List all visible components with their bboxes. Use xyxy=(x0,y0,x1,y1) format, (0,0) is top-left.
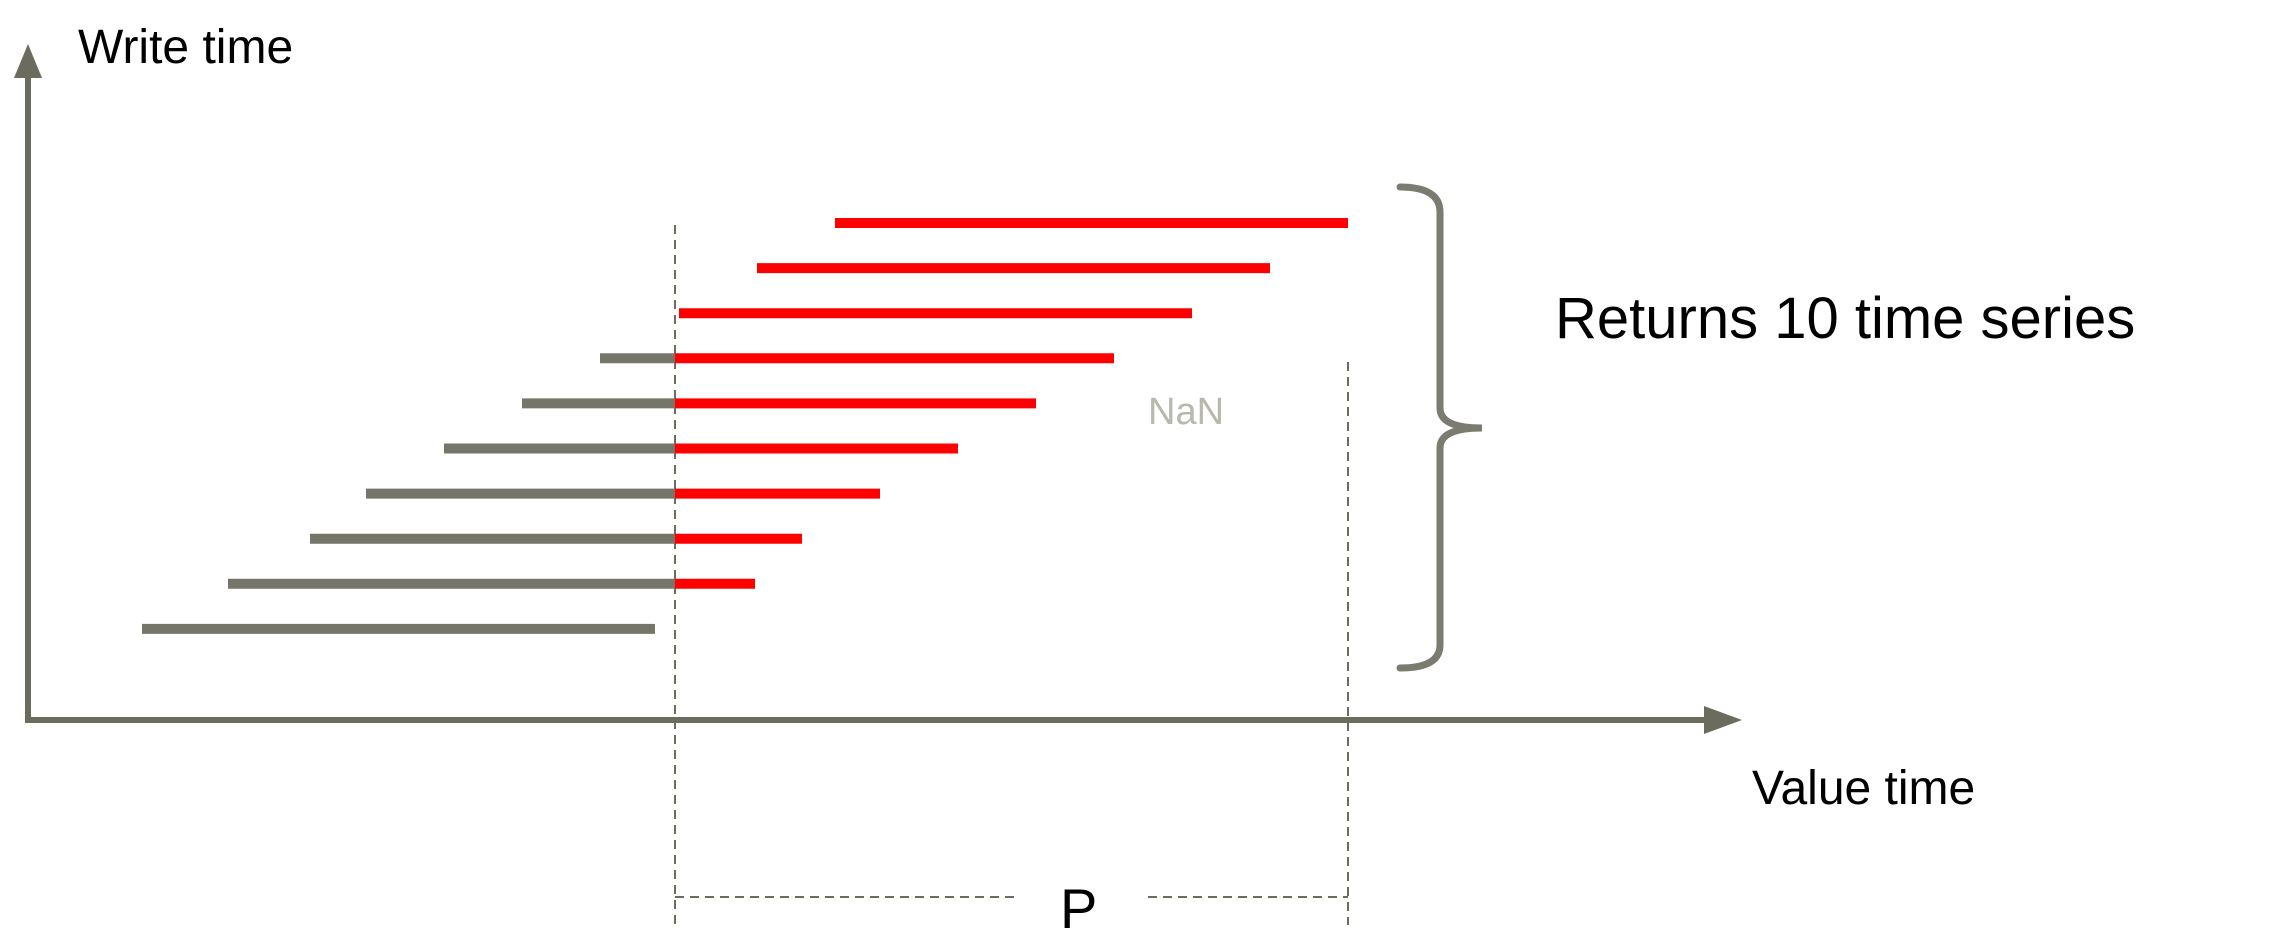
y-axis-label: Write time xyxy=(78,21,293,74)
period-label: P xyxy=(1060,877,1097,939)
y-axis-arrowhead xyxy=(14,44,42,78)
axes xyxy=(14,44,1742,734)
x-axis-arrowhead xyxy=(1704,706,1742,734)
time-series-segments xyxy=(142,218,1348,634)
bracket-icon xyxy=(1396,183,1483,672)
nan-label: NaN xyxy=(1148,391,1224,433)
bracket-label: Returns 10 time series xyxy=(1555,286,2135,351)
x-axis-label: Value time xyxy=(1752,762,1975,815)
